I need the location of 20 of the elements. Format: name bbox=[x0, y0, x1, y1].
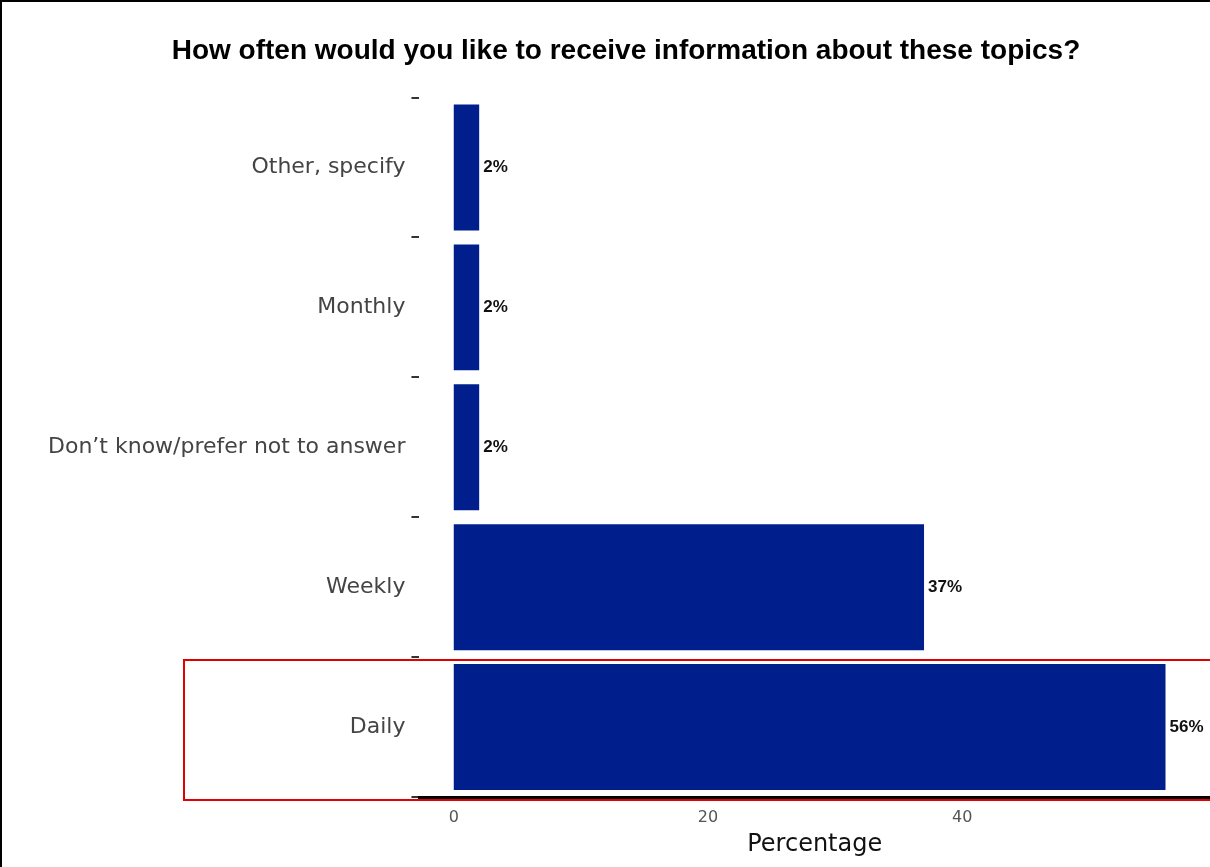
data-label: 2% bbox=[483, 436, 508, 456]
chart-title: How often would you like to receive information about these topics? bbox=[171, 33, 1081, 65]
data-label: 2% bbox=[483, 157, 508, 177]
bar bbox=[453, 664, 1166, 791]
data-label: 2% bbox=[483, 297, 508, 317]
bar bbox=[453, 244, 480, 371]
x-axis-title: Percentage bbox=[747, 828, 883, 857]
data-label: 37% bbox=[928, 576, 963, 596]
y-tick-label: Other, specify bbox=[251, 153, 406, 179]
data-label: 56% bbox=[1169, 716, 1204, 736]
y-tick-label: Monthly bbox=[317, 293, 406, 319]
bar bbox=[453, 104, 480, 231]
bar bbox=[453, 384, 480, 511]
y-tick-label: Daily bbox=[349, 712, 406, 738]
bar bbox=[453, 524, 925, 651]
x-tick-label: 0 bbox=[448, 806, 459, 826]
x-tick-label: 40 bbox=[951, 806, 973, 826]
x-tick-label: 20 bbox=[697, 806, 719, 826]
y-tick-label: Don’t know/prefer not to answer bbox=[47, 433, 407, 459]
y-tick-label: Weekly bbox=[326, 572, 406, 598]
